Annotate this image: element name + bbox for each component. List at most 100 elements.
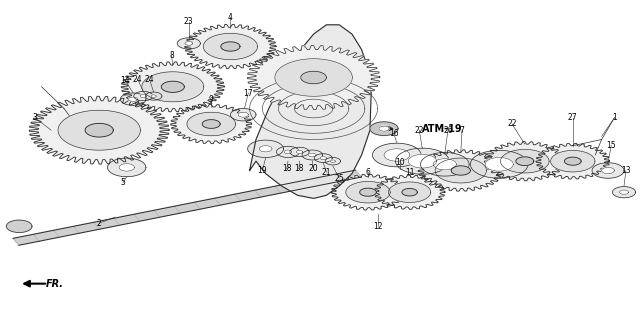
Text: 9: 9 [209, 95, 214, 104]
Polygon shape [248, 45, 380, 110]
Text: 24: 24 [132, 74, 143, 84]
Polygon shape [301, 71, 326, 84]
Text: 3: 3 [33, 113, 38, 122]
Text: 25: 25 [334, 174, 344, 183]
Text: FR.: FR. [46, 279, 64, 289]
Polygon shape [620, 190, 628, 194]
Polygon shape [248, 140, 284, 157]
Polygon shape [602, 167, 614, 174]
Polygon shape [6, 220, 32, 232]
Polygon shape [119, 164, 134, 171]
Polygon shape [134, 91, 153, 101]
Polygon shape [536, 144, 610, 179]
Polygon shape [13, 170, 362, 245]
Polygon shape [592, 163, 624, 178]
Text: 18: 18 [282, 164, 291, 174]
Text: 1: 1 [612, 113, 617, 122]
Polygon shape [325, 157, 340, 165]
Polygon shape [58, 110, 140, 150]
Polygon shape [402, 188, 417, 196]
Text: 26: 26 [443, 126, 453, 135]
Polygon shape [500, 149, 549, 173]
Polygon shape [202, 120, 220, 128]
Polygon shape [276, 146, 300, 157]
Polygon shape [314, 154, 332, 162]
Text: 24: 24 [145, 75, 155, 85]
Text: 11: 11 [405, 167, 414, 177]
Polygon shape [187, 112, 236, 136]
Polygon shape [396, 148, 449, 174]
Polygon shape [185, 42, 193, 45]
Polygon shape [238, 112, 248, 117]
Polygon shape [433, 159, 456, 170]
Polygon shape [284, 150, 292, 154]
Polygon shape [360, 188, 376, 196]
Polygon shape [302, 150, 323, 160]
Polygon shape [290, 147, 309, 157]
Text: 7: 7 [460, 126, 465, 135]
Polygon shape [259, 146, 272, 152]
Text: 2: 2 [97, 219, 102, 228]
Polygon shape [85, 123, 113, 137]
Polygon shape [564, 157, 581, 165]
Text: 22: 22 [415, 126, 424, 135]
Text: 8: 8 [169, 51, 174, 60]
Polygon shape [250, 25, 371, 198]
Polygon shape [171, 104, 252, 144]
Polygon shape [177, 38, 200, 49]
Polygon shape [320, 157, 326, 160]
Polygon shape [330, 160, 335, 162]
Polygon shape [308, 153, 316, 157]
Text: 18: 18 [294, 164, 303, 174]
Text: 14: 14 [120, 76, 131, 85]
Text: 17: 17 [243, 88, 253, 98]
Polygon shape [384, 149, 410, 161]
Polygon shape [161, 81, 184, 92]
Polygon shape [370, 122, 398, 135]
Polygon shape [140, 95, 147, 98]
Polygon shape [120, 93, 146, 105]
Polygon shape [420, 153, 469, 176]
Polygon shape [379, 126, 389, 131]
Text: 19: 19 [257, 166, 268, 175]
Text: 22: 22 [508, 119, 516, 129]
Text: 10: 10 [395, 158, 405, 167]
Text: 21: 21 [322, 167, 331, 177]
Polygon shape [485, 157, 513, 171]
Polygon shape [145, 92, 162, 100]
Text: 27: 27 [568, 113, 578, 122]
Polygon shape [516, 157, 534, 166]
Text: 6: 6 [365, 167, 371, 177]
Text: 13: 13 [621, 166, 631, 175]
Polygon shape [221, 42, 240, 51]
Polygon shape [122, 62, 225, 112]
Text: 12: 12 [373, 222, 382, 231]
Polygon shape [346, 181, 390, 203]
Text: 4: 4 [228, 12, 233, 22]
Polygon shape [275, 59, 352, 96]
Polygon shape [151, 95, 156, 97]
Polygon shape [435, 158, 486, 183]
Polygon shape [296, 150, 303, 153]
Text: 23: 23 [184, 17, 194, 26]
Polygon shape [29, 96, 169, 164]
Text: ATM-19: ATM-19 [422, 124, 463, 134]
Text: 20: 20 [308, 164, 319, 174]
Polygon shape [372, 143, 421, 167]
Polygon shape [142, 72, 204, 102]
Polygon shape [332, 175, 404, 210]
Text: 5: 5 [120, 178, 125, 188]
Polygon shape [108, 158, 146, 177]
Polygon shape [185, 24, 276, 69]
Polygon shape [374, 175, 445, 209]
Polygon shape [204, 33, 257, 60]
Polygon shape [484, 142, 565, 181]
Text: 16: 16 [388, 129, 399, 138]
Text: 15: 15 [606, 141, 616, 150]
Polygon shape [230, 108, 256, 121]
Polygon shape [388, 182, 431, 202]
Polygon shape [408, 154, 436, 168]
Polygon shape [470, 150, 528, 178]
Polygon shape [451, 166, 470, 175]
Polygon shape [612, 187, 636, 198]
